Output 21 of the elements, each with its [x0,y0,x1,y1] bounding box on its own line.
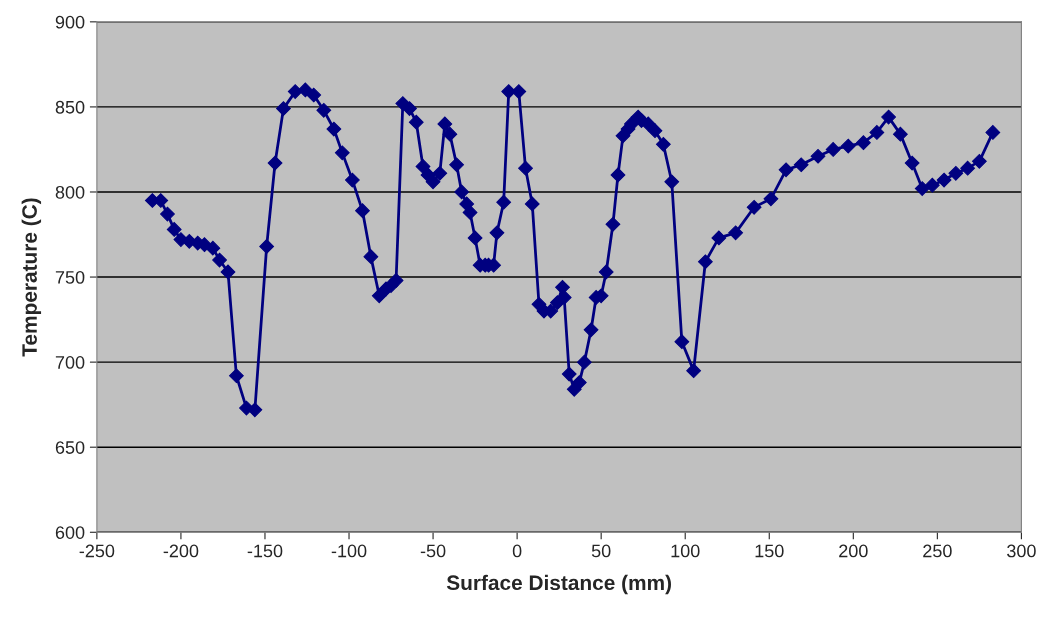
x-tick-label: -200 [163,544,199,558]
y-tick-label: 700 [55,356,85,369]
y-tick-label: 900 [55,15,85,29]
x-tick-label: 200 [839,544,868,558]
y-tick-label: 800 [55,185,85,199]
x-tick-label: 300 [1007,544,1036,558]
x-tick-label: 0 [512,544,522,558]
x-tick-label: 100 [671,544,700,558]
x-tick-label: -250 [79,544,115,558]
y-tick-label: 600 [55,526,85,539]
x-tick-label: -150 [247,544,283,558]
x-tick-label: -100 [331,544,367,558]
x-tick-label: 250 [923,544,952,558]
x-tick-label: -50 [420,544,446,558]
y-axis-title: Temperature (C) [21,198,42,357]
y-tick-label: 750 [55,270,85,284]
y-tick-label: 650 [55,441,85,454]
x-tick-label: 50 [591,544,611,558]
x-axis-title: Surface Distance (mm) [446,574,671,595]
y-tick-label: 850 [55,100,85,114]
x-tick-label: 150 [755,544,784,558]
